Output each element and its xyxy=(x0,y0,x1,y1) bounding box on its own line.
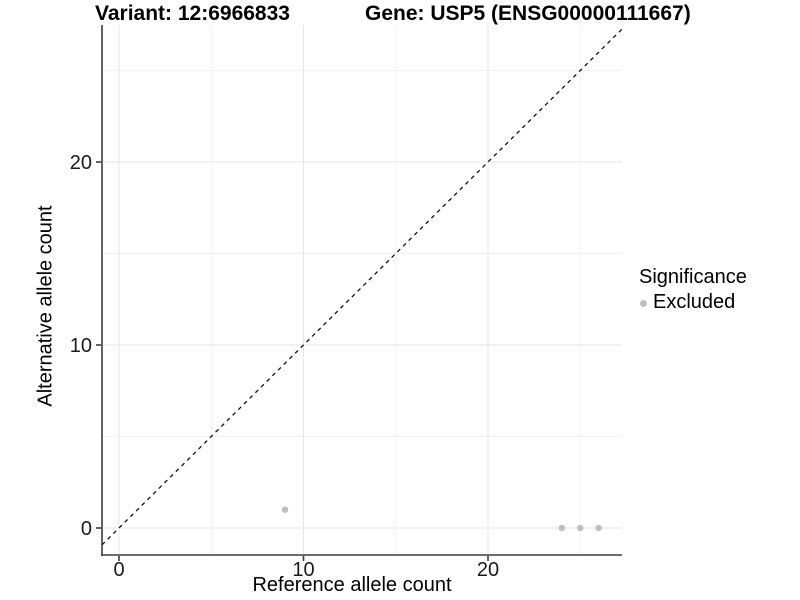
legend-item-excluded: Excluded xyxy=(637,291,747,313)
data-point xyxy=(577,524,584,532)
data-point xyxy=(558,524,565,532)
x-tick-label: 0 xyxy=(113,559,124,581)
legend-key-dot xyxy=(640,299,647,307)
y-tick-label: 0 xyxy=(81,518,92,540)
y-tick-label: 20 xyxy=(70,152,92,174)
x-tick-label: 20 xyxy=(477,559,499,581)
x-tick-label: 10 xyxy=(292,559,314,581)
variant-title: Variant: 12:6966833 xyxy=(95,2,290,25)
y-axis-title: Alternative allele count xyxy=(34,205,57,407)
legend: Significance Excluded xyxy=(637,266,747,313)
legend-item-label: Excluded xyxy=(653,291,736,313)
legend-title: Significance xyxy=(639,266,747,288)
x-axis-title: Reference allele count xyxy=(252,574,452,596)
identity-dashed-line xyxy=(101,28,623,546)
gene-title: Gene: USP5 (ENSG00000111667) xyxy=(365,2,691,25)
y-tick-label: 10 xyxy=(70,335,92,357)
data-point xyxy=(595,524,602,532)
data-point xyxy=(281,506,289,513)
